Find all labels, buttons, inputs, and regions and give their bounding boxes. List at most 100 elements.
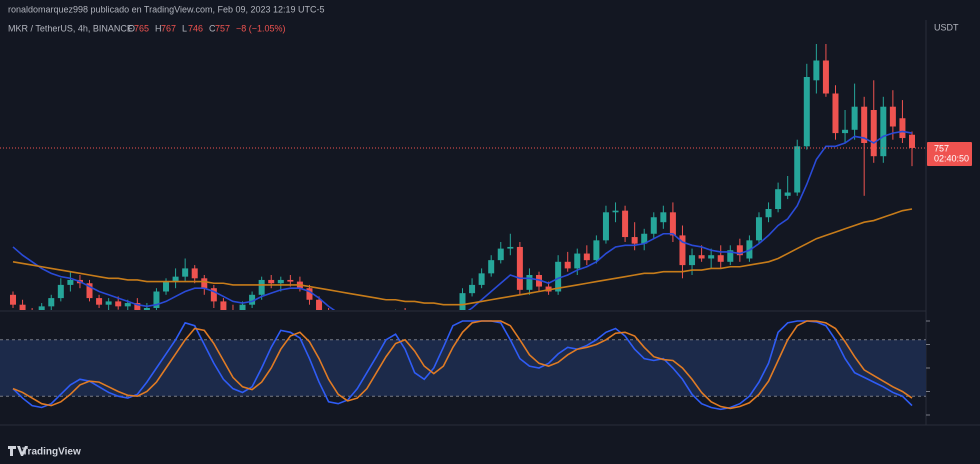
candle-body (880, 106, 887, 157)
stochastic-line (12, 320, 913, 411)
candle-body (593, 240, 600, 261)
candle-body (497, 248, 504, 261)
candle-body (708, 255, 715, 259)
candle-body (172, 276, 179, 282)
candle-body (784, 192, 791, 196)
oscillator-band (0, 339, 926, 397)
candle-body (803, 77, 810, 147)
header: ronaldomarquez998 publicado en TradingVi… (8, 4, 325, 14)
moving-average (12, 208, 913, 306)
candle-body (287, 279, 294, 282)
candle-body (163, 281, 170, 292)
legend-label: H (155, 23, 162, 33)
candle-body (96, 298, 103, 305)
candle-body (899, 118, 906, 139)
stochastic-line (12, 320, 913, 410)
candle-body (19, 304, 26, 310)
candle-body (201, 278, 208, 289)
candle-body (488, 260, 495, 274)
candle-body (727, 250, 734, 262)
candle-body (105, 301, 112, 305)
legend-label: O (128, 23, 135, 33)
candle-body (10, 294, 16, 305)
price-tag-countdown: 02:40:50 (934, 153, 969, 163)
candle-body (689, 255, 696, 266)
candle-body (220, 301, 227, 310)
candle-body (153, 291, 160, 308)
candle-body (574, 253, 581, 269)
candle-body (507, 246, 514, 249)
price-tag-value: 757 (934, 143, 949, 153)
candle-body (622, 210, 629, 238)
candle-body (191, 268, 198, 279)
moving-average (12, 130, 913, 310)
candle-body (249, 294, 256, 305)
candle-body (124, 303, 131, 307)
candle-body (86, 283, 93, 299)
legend-label: L (182, 23, 187, 33)
candle-body (612, 210, 619, 213)
candle-body (306, 288, 313, 300)
candle-body (851, 106, 858, 130)
candle-body (698, 255, 705, 259)
candle-body (889, 106, 896, 127)
candle-body (755, 217, 762, 241)
candle-body (564, 261, 571, 269)
candle-body (641, 233, 648, 244)
candle-body (277, 279, 284, 284)
candle-body (258, 279, 265, 295)
candle-body (775, 189, 782, 209)
symbol: MKR / TetherUS, 4h, BINANCE (8, 23, 133, 33)
candle-body (57, 284, 64, 299)
candle-body (794, 146, 801, 193)
candle-body (115, 301, 122, 307)
candle-body (650, 217, 657, 234)
legend-value: 757 (215, 23, 230, 33)
candle-body (717, 255, 724, 262)
candle-body (861, 106, 868, 143)
legend-change: −8 (−1.05%) (236, 23, 286, 33)
candle-body (48, 298, 55, 307)
candle-body (736, 245, 743, 256)
legend-value: 765 (134, 23, 149, 33)
candle-body (669, 212, 676, 236)
oscillator-pane (0, 320, 926, 411)
candle-body (526, 275, 533, 290)
candle-body (765, 209, 772, 218)
candle-body (583, 253, 590, 261)
legend-value: 746 (188, 23, 203, 33)
candle-body (602, 212, 609, 241)
candle-body (268, 279, 275, 284)
candle-body (822, 60, 829, 94)
candle-body (459, 293, 466, 310)
candle-body (478, 273, 485, 285)
currency: USDT (934, 22, 959, 32)
candle-body (143, 308, 150, 310)
price-tag (927, 141, 972, 166)
candle-body (516, 246, 523, 290)
footer-logo (8, 446, 28, 456)
candle-body (469, 284, 476, 294)
candle-body (210, 288, 217, 302)
candle-body (842, 129, 849, 134)
candle-body (545, 286, 552, 292)
candle-body (679, 235, 686, 266)
candle-body (316, 299, 323, 310)
candle-body (239, 304, 246, 310)
candle-body (38, 306, 45, 310)
candle-body (660, 212, 667, 223)
legend-value: 767 (161, 23, 176, 33)
legend-label: C (209, 23, 216, 33)
footer: TradingView (22, 447, 81, 458)
candle-body (909, 134, 915, 148)
candle-body (832, 93, 839, 134)
candle-body (555, 261, 562, 292)
candle-body (134, 303, 141, 310)
main-pane (0, 44, 926, 310)
candle-body (67, 279, 74, 285)
candle-body (631, 237, 638, 244)
candle-body (813, 60, 820, 81)
candle-body (182, 268, 189, 277)
